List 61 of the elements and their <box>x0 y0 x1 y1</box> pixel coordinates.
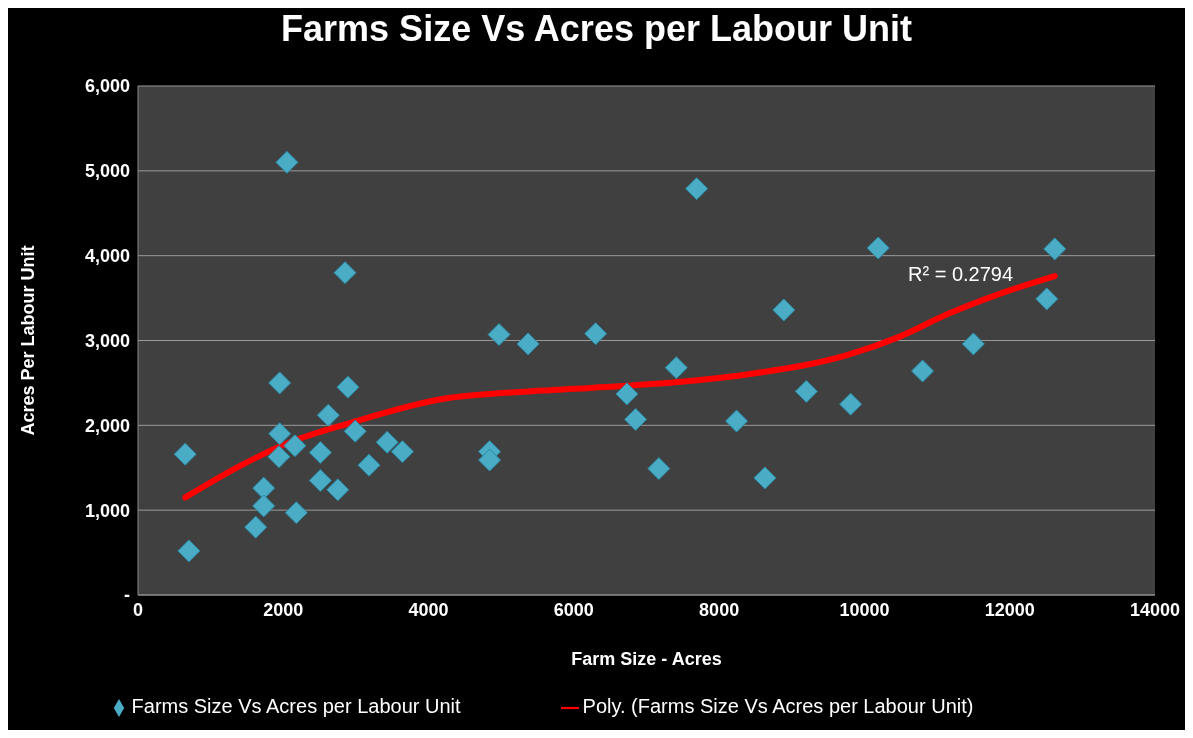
point <box>308 440 332 464</box>
point <box>794 379 818 403</box>
y-tick-label: 4,000 <box>84 246 130 267</box>
x-tick-label: 4000 <box>408 599 449 620</box>
annotation: R² = 0.2794 <box>908 263 1014 286</box>
legend-label: Poly. (Farms Size Vs Acres per Labour Unit) <box>582 695 974 717</box>
point <box>753 466 777 490</box>
x-tick-label: 10000 <box>839 599 890 620</box>
point <box>487 323 511 347</box>
point <box>584 322 608 346</box>
y-tick-label: 2,000 <box>84 415 130 436</box>
point <box>911 359 935 383</box>
point <box>308 468 332 492</box>
point <box>516 332 540 356</box>
point <box>375 430 399 454</box>
y-tick-label: 1,000 <box>84 500 130 521</box>
x-tick-label: 14000 <box>1129 599 1181 620</box>
y-tick-label: 3,000 <box>84 330 130 351</box>
point <box>275 150 299 174</box>
point <box>267 445 291 469</box>
point <box>336 375 360 399</box>
y-tick-label: - <box>124 585 130 606</box>
point <box>333 261 357 285</box>
point <box>244 515 268 539</box>
point <box>1035 287 1059 311</box>
point <box>357 453 381 477</box>
y-tick-label: 5,000 <box>84 161 130 182</box>
point <box>268 371 292 395</box>
x-tick-label: 12000 <box>984 599 1035 620</box>
x-tick-label: 6000 <box>553 599 594 620</box>
point <box>772 298 796 322</box>
point <box>284 501 308 525</box>
x-tick-label: 0 <box>132 599 144 620</box>
point <box>624 407 648 431</box>
point <box>725 409 749 433</box>
point <box>839 392 863 416</box>
point <box>173 442 197 466</box>
point <box>615 382 639 406</box>
point <box>316 403 340 427</box>
point <box>283 434 307 458</box>
x-tick-label: 2000 <box>263 599 304 620</box>
point <box>326 478 350 502</box>
point <box>343 419 367 443</box>
point <box>252 476 276 500</box>
legend-label: Farms Size Vs Acres per Labour Unit <box>131 695 461 717</box>
point <box>268 422 292 446</box>
point <box>177 539 201 563</box>
point <box>478 448 502 472</box>
y-tick-label: 6,000 <box>84 76 130 97</box>
point <box>647 457 671 481</box>
point <box>252 494 276 518</box>
point <box>1043 237 1067 261</box>
point <box>390 440 414 464</box>
point <box>866 236 890 260</box>
x-tick-label: 8000 <box>699 599 740 620</box>
chart-title: Farms Size Vs Acres per Labour Unit <box>280 8 913 50</box>
point <box>664 356 688 380</box>
x-axis-title: Farm Size - Acres <box>571 649 722 669</box>
point <box>685 177 709 201</box>
y-axis-title: Acres Per Labour Unit <box>18 245 39 436</box>
point <box>961 332 985 356</box>
